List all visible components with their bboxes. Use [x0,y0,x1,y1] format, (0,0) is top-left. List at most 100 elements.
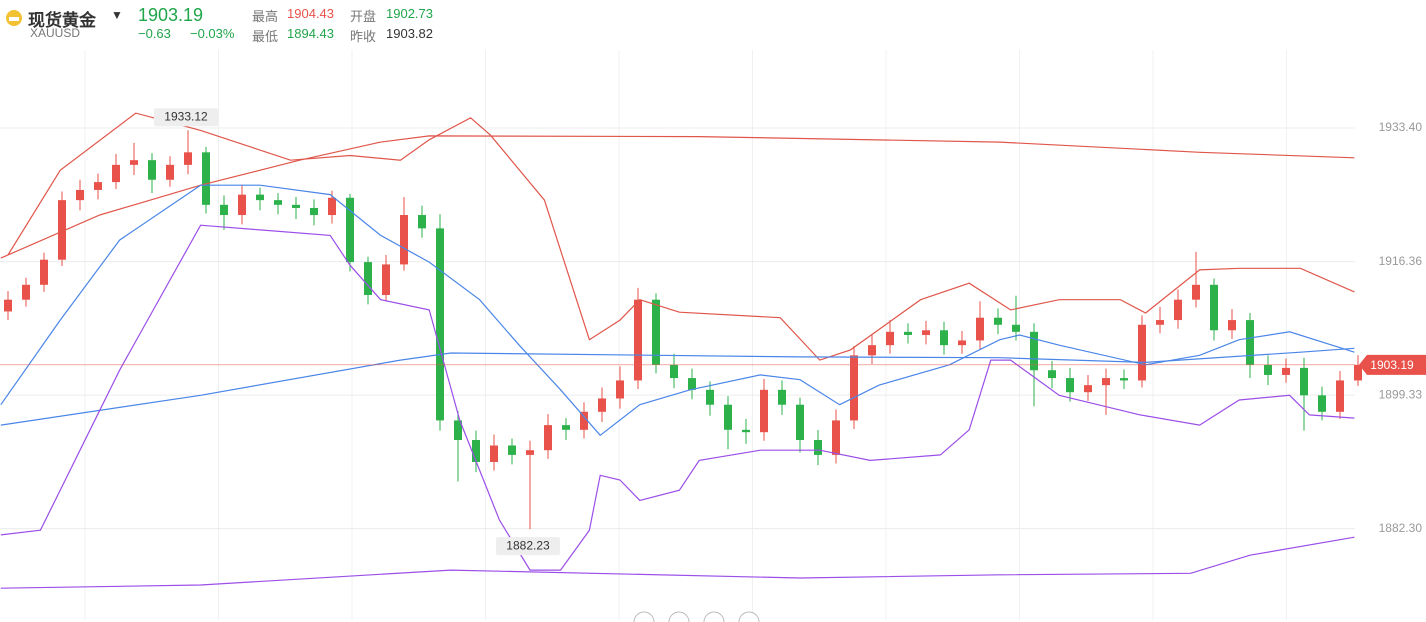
candle-body [418,215,426,229]
indicator-line [7,112,1355,361]
last-price-label: 1903.19 [1370,358,1414,372]
indicator-line [0,536,1355,589]
stat-value: 1904.43 [287,6,334,21]
candle-body [1300,367,1308,396]
candle-body [22,284,30,300]
candle-body [166,164,174,180]
indicator-line [0,347,1355,426]
candle-body [1336,380,1344,412]
candle-body [994,317,1002,325]
candle-body [130,160,138,165]
candle-body [580,411,588,430]
candle-body [1156,320,1164,325]
stat-label: 昨收 [350,29,377,44]
y-tick-label: 1899.33 [1379,387,1423,401]
candle-body [598,398,606,412]
candle-body [1354,364,1362,381]
change: −0.63 [138,26,171,41]
candle-body [1102,378,1110,386]
candle-body [778,389,786,405]
candle-body [40,259,48,285]
candle-body [454,420,462,441]
candle-body [148,160,156,180]
candle-body [508,445,516,455]
candle-body [832,420,840,455]
gold-icon [6,10,22,26]
dropdown-caret[interactable]: ▼ [111,8,123,22]
candle-body [328,197,336,216]
button[interactable] [738,611,760,622]
candle-body [922,330,930,335]
candle-body [670,364,678,379]
candle-body [238,194,246,216]
candle-body [1012,324,1020,332]
candle-body [1066,378,1074,393]
stat-value: 1894.43 [287,26,334,41]
candle-body [1048,370,1056,379]
candle-body [616,380,624,399]
stat-value: 1902.73 [386,6,433,21]
candle-body [886,331,894,346]
extreme-label: 1882.23 [506,538,550,552]
last-price-tag [1359,354,1426,375]
candle-body [310,207,318,216]
extreme-label-box [154,108,218,127]
candle-body [256,194,264,201]
candle-body [1084,385,1092,393]
candle-body [1120,378,1128,381]
candle-body [796,404,804,441]
button[interactable] [633,611,655,622]
candle-body [76,189,84,201]
extreme-label: 1933.12 [164,109,208,123]
zoom-buttons [633,611,760,622]
candle-body [220,204,228,216]
candle-body [940,330,948,346]
candle-body [1138,324,1146,381]
candle-body [436,228,444,421]
candle-body [202,152,210,205]
candle-body [868,345,876,356]
candle-body [274,200,282,205]
indicator-line [0,184,1355,437]
candle-body [1246,320,1254,365]
candle-body [976,317,984,341]
candle-body [1192,284,1200,300]
candle-body [1174,299,1182,321]
change-pct: −0.03% [190,26,235,41]
button[interactable] [668,611,690,622]
candle-body [1264,364,1272,375]
candle-body [544,425,552,451]
candle-body [634,299,642,381]
candle-body [58,200,66,260]
candle-body [904,331,912,335]
candle-body [1210,284,1218,331]
candle-body [364,262,372,295]
candle-body [760,389,768,433]
candle-body [346,197,354,263]
candle-body [814,440,822,455]
candle-body [1318,395,1326,412]
instrument-name[interactable]: 现货黄金 [28,11,96,30]
candle-body [562,425,570,430]
candle-body [742,429,750,433]
candle-body [1030,331,1038,371]
stat-label: 最高 [252,9,279,24]
indicator-line [0,224,1355,571]
button[interactable] [703,611,725,622]
candle-body [1282,367,1290,375]
y-tick-label: 1916.36 [1379,254,1423,268]
candle-body [490,445,498,462]
candle-body [184,152,192,165]
y-tick-label: 1882.30 [1379,521,1423,535]
y-tick-label: 1933.40 [1379,120,1423,134]
candle-body [472,440,480,462]
candle-body [706,389,714,405]
candle-body [292,204,300,208]
symbol: XAUUSD [30,26,81,40]
extreme-label-box [496,537,560,556]
candle-body [688,378,696,390]
candle-body [958,340,966,346]
stat-value: 1903.82 [386,26,433,41]
